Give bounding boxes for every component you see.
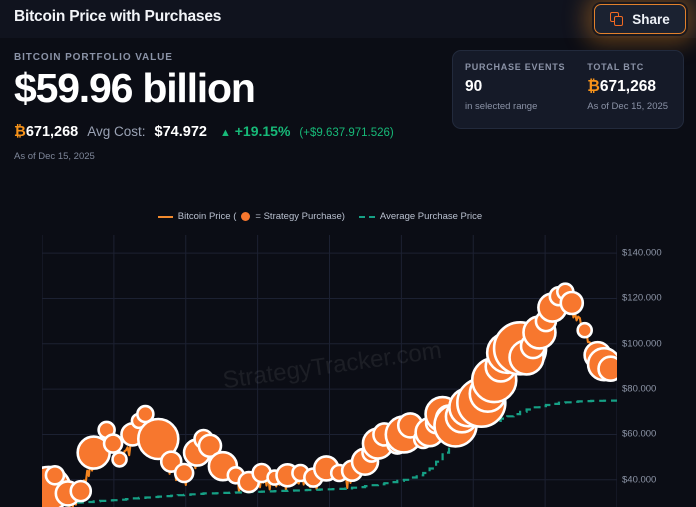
avg-cost-value: $74.972: [154, 124, 207, 140]
stat-value: ₿671,268: [587, 78, 668, 96]
chart-plot-area[interactable]: [42, 235, 617, 507]
y-axis-tick-label: $120.000: [622, 292, 662, 304]
purchase-bubble: [102, 433, 124, 454]
bitcoin-symbol-icon: ₿: [587, 78, 600, 95]
stat-purchase-events: PURCHASE EVENTS 90 in selected range: [465, 62, 565, 128]
summary-as-of: As of Dec 15, 2025: [14, 151, 95, 162]
legend-purchase-dot-icon: [241, 212, 251, 221]
portfolio-value: $59.96 billion: [14, 65, 256, 111]
purchase-bubble: [136, 417, 180, 461]
change-percent-value: +19.15%: [234, 123, 291, 139]
total-btc-inline: ₿671,268: [14, 124, 78, 140]
copy-icon: [610, 11, 624, 27]
change-absolute: (+$9.637.971.526): [299, 127, 394, 139]
total-btc-inline-value: 671,268: [25, 124, 79, 140]
stats-card: PURCHASE EVENTS 90 in selected range TOT…: [452, 50, 684, 129]
y-axis-tick-label: $40.000: [622, 474, 657, 486]
purchase-bubble: [69, 479, 93, 503]
purchase-bubble: [597, 355, 617, 383]
purchase-bubble: [136, 404, 155, 424]
stat-value-number: 671,268: [599, 78, 656, 95]
purchase-bubble: [576, 321, 593, 339]
change-percent: ▲ +19.15%: [220, 123, 290, 139]
legend-price-label: Bitcoin Price (: [177, 211, 237, 222]
portfolio-metrics: ₿671,268 Avg Cost: $74.972 ▲ +19.15% (+$…: [14, 123, 394, 140]
legend-line-icon: [157, 215, 173, 218]
stat-sub: in selected range: [465, 101, 538, 112]
stat-label: TOTAL BTC: [587, 62, 645, 72]
stat-label: PURCHASE EVENTS: [465, 62, 566, 72]
chart-legend: Bitcoin Price ( = Strategy Purchase) Ave…: [0, 211, 640, 222]
portfolio-summary: BITCOIN PORTFOLIO VALUE $59.96 billion ₿…: [14, 52, 394, 162]
panel-header: Bitcoin Price with Purchases Share: [0, 0, 696, 38]
price-chart[interactable]: $40.000 $60.000 $80.000 $100.000 $120.000 $14…: [0, 228, 696, 507]
legend-purchase-label: = Strategy Purchase): [255, 211, 345, 222]
stat-value: 90: [465, 78, 483, 95]
legend-average-label: Average Purchase Price: [379, 211, 483, 222]
y-axis-tick-label: $80.000: [622, 383, 657, 395]
purchase-bubble: [559, 290, 585, 316]
y-axis-tick-label: $140.000: [622, 247, 662, 259]
purchase-bubble: [44, 464, 66, 486]
stat-sub: As of Dec 15, 2025: [587, 101, 669, 112]
y-axis-tick-label: $100.000: [622, 338, 662, 350]
y-axis-tick-label: $60.000: [622, 428, 657, 440]
portfolio-value-label: BITCOIN PORTFOLIO VALUE: [14, 52, 173, 63]
up-arrow-icon: ▲: [219, 127, 231, 139]
purchase-bubble: [197, 433, 223, 459]
share-button-label: Share: [632, 11, 670, 27]
legend-item-average: Average Purchase Price: [358, 211, 483, 222]
purchase-bubble: [173, 462, 195, 484]
purchase-bubble: [111, 451, 128, 468]
share-button[interactable]: Share: [594, 4, 686, 34]
chart-svg: [42, 235, 617, 507]
avg-cost-label: Avg Cost:: [87, 124, 146, 139]
legend-dashed-line-icon: [358, 215, 375, 218]
bitcoin-symbol-icon: ₿: [14, 124, 26, 140]
stat-total-btc: TOTAL BTC ₿671,268 As of Dec 15, 2025: [587, 62, 668, 128]
legend-item-price: Bitcoin Price ( = Strategy Purchase): [157, 211, 345, 222]
page-title: Bitcoin Price with Purchases: [14, 8, 222, 25]
